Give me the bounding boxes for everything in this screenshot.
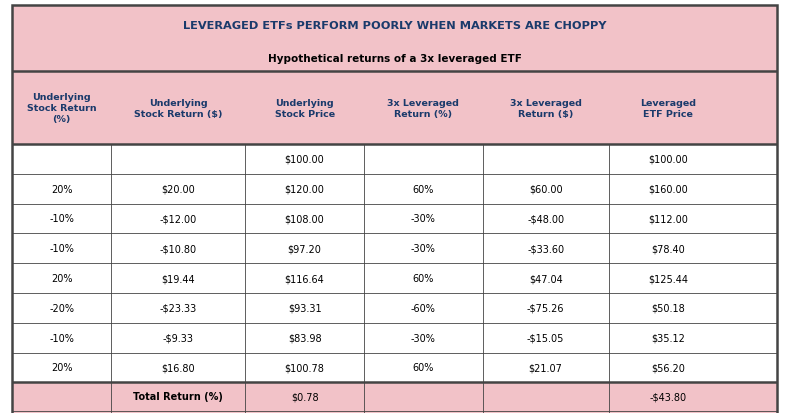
Text: Total Return (%): Total Return (%) (133, 392, 223, 401)
Text: $60.00: $60.00 (529, 184, 563, 194)
Text: $47.04: $47.04 (529, 273, 563, 283)
Bar (12, 6, 777, 145)
Text: 60%: 60% (413, 273, 434, 283)
Text: -60%: -60% (411, 303, 436, 313)
Text: -$23.33: -$23.33 (159, 303, 197, 313)
Text: $108.00: $108.00 (285, 214, 324, 224)
Text: -30%: -30% (411, 333, 436, 343)
Text: $16.80: $16.80 (162, 363, 195, 373)
Text: $120.00: $120.00 (285, 184, 324, 194)
Text: Underlying
Stock Return ($): Underlying Stock Return ($) (134, 98, 222, 119)
Text: -$12.00: -$12.00 (159, 214, 197, 224)
Text: $93.31: $93.31 (288, 303, 321, 313)
Text: -$9.33: -$9.33 (163, 333, 194, 343)
Text: $97.20: $97.20 (288, 244, 321, 254)
Bar (12, 382, 777, 413)
Text: $125.44: $125.44 (648, 273, 688, 283)
Text: $100.78: $100.78 (285, 363, 324, 373)
Text: 60%: 60% (413, 184, 434, 194)
Text: $112.00: $112.00 (649, 214, 688, 224)
Text: $0.78: $0.78 (291, 392, 319, 401)
Text: $116.64: $116.64 (285, 273, 324, 283)
Text: Underlying
Stock Return
(%): Underlying Stock Return (%) (27, 93, 96, 124)
Text: Hypothetical returns of a 3x leveraged ETF: Hypothetical returns of a 3x leveraged E… (267, 54, 522, 64)
Bar (12, 145, 777, 382)
Text: -10%: -10% (49, 244, 74, 254)
Text: 3x Leveraged
Return ($): 3x Leveraged Return ($) (510, 98, 581, 119)
Text: -$75.26: -$75.26 (527, 303, 564, 313)
Text: -20%: -20% (49, 303, 74, 313)
Text: $56.20: $56.20 (651, 363, 685, 373)
Text: $20.00: $20.00 (162, 184, 195, 194)
Bar (12, 72, 777, 145)
Text: $50.18: $50.18 (651, 303, 685, 313)
Text: $21.07: $21.07 (529, 363, 563, 373)
Text: -$10.80: -$10.80 (159, 244, 197, 254)
Text: LEVERAGED ETFs PERFORM POORLY WHEN MARKETS ARE CHOPPY: LEVERAGED ETFs PERFORM POORLY WHEN MARKE… (183, 21, 606, 31)
Text: $35.12: $35.12 (651, 333, 685, 343)
Text: $100.00: $100.00 (285, 154, 324, 164)
Text: Underlying
Stock Price: Underlying Stock Price (275, 98, 335, 119)
Text: $78.40: $78.40 (651, 244, 685, 254)
Text: -$48.00: -$48.00 (527, 214, 564, 224)
Text: $19.44: $19.44 (162, 273, 195, 283)
Text: -10%: -10% (49, 214, 74, 224)
Text: 20%: 20% (50, 273, 73, 283)
Text: -10%: -10% (49, 333, 74, 343)
Text: $160.00: $160.00 (649, 184, 688, 194)
Text: -30%: -30% (411, 214, 436, 224)
Text: -$15.05: -$15.05 (527, 333, 564, 343)
Text: -$33.60: -$33.60 (527, 244, 564, 254)
Text: -$43.80: -$43.80 (649, 392, 686, 401)
Text: -30%: -30% (411, 244, 436, 254)
Text: 3x Leveraged
Return (%): 3x Leveraged Return (%) (387, 98, 459, 119)
Text: $100.00: $100.00 (649, 154, 688, 164)
Text: 20%: 20% (50, 363, 73, 373)
Text: Leveraged
ETF Price: Leveraged ETF Price (640, 98, 696, 119)
Text: $83.98: $83.98 (288, 333, 321, 343)
Text: 60%: 60% (413, 363, 434, 373)
Text: 20%: 20% (50, 184, 73, 194)
